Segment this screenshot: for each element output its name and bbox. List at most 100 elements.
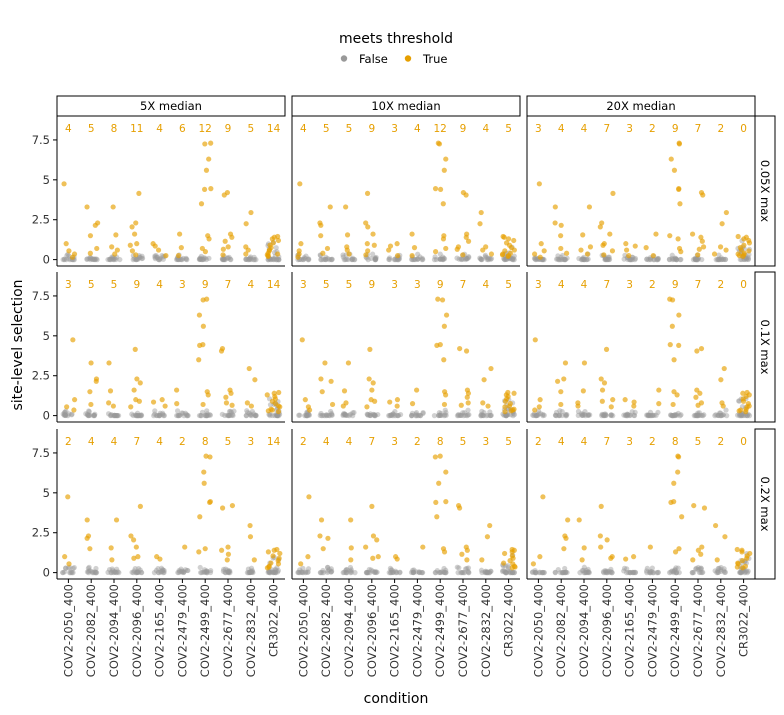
true-point (443, 245, 449, 252)
false-point (177, 412, 183, 418)
false-point (198, 253, 204, 259)
false-point (460, 256, 466, 262)
true-point (441, 167, 447, 173)
false-point (225, 569, 232, 575)
true-point (561, 376, 567, 382)
false-point (397, 569, 403, 575)
false-point (364, 411, 370, 417)
true-point (541, 248, 547, 254)
false-point (531, 411, 537, 417)
x-tick-label: COV2-2479_400 (410, 584, 424, 677)
false-point (715, 412, 721, 418)
true-point (460, 252, 466, 258)
false-point (715, 569, 721, 576)
false-point (160, 410, 166, 416)
false-point (115, 412, 122, 419)
false-point (563, 569, 569, 575)
true-point (478, 209, 484, 216)
false-point (578, 257, 585, 263)
false-point (606, 254, 612, 260)
false-point (132, 566, 138, 572)
true-point (698, 234, 704, 240)
false-point (245, 570, 252, 576)
true-point (200, 401, 206, 408)
false-point (737, 569, 744, 576)
false-point (273, 256, 280, 263)
false-point (60, 256, 66, 263)
false-point (202, 412, 208, 418)
false-point (329, 256, 335, 262)
false-point (370, 411, 376, 417)
false-point (537, 569, 543, 575)
false-point (672, 256, 678, 262)
false-point (201, 256, 207, 262)
true-point (329, 401, 336, 408)
false-point (243, 412, 249, 419)
false-point (116, 570, 122, 576)
x-tick-label: CR3022_400 (502, 584, 516, 657)
false-point (746, 251, 752, 258)
true-point (375, 554, 381, 560)
false-point (413, 411, 419, 417)
true-point (499, 252, 506, 258)
false-point (585, 256, 591, 262)
false-point (693, 566, 699, 572)
false-point (297, 567, 303, 573)
false-point (673, 255, 679, 262)
false-point (671, 568, 677, 575)
false-point (433, 256, 439, 263)
false-point (437, 412, 443, 419)
false-point (342, 412, 348, 418)
false-point (157, 255, 163, 261)
false-point (393, 570, 399, 576)
false-point (413, 413, 419, 419)
false-point (695, 413, 701, 419)
false-point (720, 256, 726, 263)
false-point (201, 569, 208, 575)
false-point (409, 410, 415, 416)
false-point (581, 254, 587, 260)
true-point (463, 234, 469, 240)
false-point (227, 256, 233, 262)
false-point (561, 256, 567, 263)
false-point (442, 569, 448, 576)
false-point (603, 257, 609, 263)
false-point (507, 569, 514, 576)
false-point (604, 569, 611, 576)
false-point (133, 256, 140, 263)
false-point (718, 564, 724, 571)
false-point (204, 413, 210, 419)
true-point (319, 389, 325, 395)
false-point (175, 412, 181, 419)
false-point (138, 412, 144, 418)
count-label: 14 (267, 279, 281, 291)
false-point (466, 412, 472, 418)
true-point (131, 387, 137, 393)
true-point (454, 246, 460, 252)
true-point (555, 378, 561, 384)
false-point (462, 412, 469, 418)
true-point (536, 181, 542, 187)
false-point (621, 256, 627, 262)
x-tick-label: COV2-2094_400 (342, 584, 356, 677)
false-point (107, 256, 113, 263)
y-tick-label: 7.5 (32, 133, 50, 147)
false-point (644, 256, 650, 262)
false-point (631, 412, 637, 419)
false-point (436, 412, 442, 419)
true-point (178, 245, 184, 251)
false-point (388, 567, 394, 573)
x-tick-label: COV2-2832_400 (244, 584, 258, 677)
false-point (440, 256, 446, 263)
false-point (247, 569, 253, 576)
false-point (432, 254, 438, 260)
false-point (325, 256, 331, 262)
false-point (299, 569, 305, 576)
true-point (364, 190, 371, 196)
false-point (713, 257, 719, 263)
false-point (390, 411, 396, 417)
false-point (91, 413, 98, 419)
true-point (201, 469, 207, 475)
false-point (373, 254, 379, 261)
